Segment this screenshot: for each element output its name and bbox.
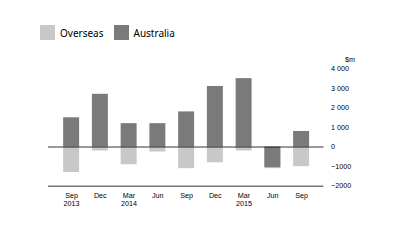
svg-text:3 000: 3 000: [331, 85, 349, 93]
svg-text:Mar2014: Mar2014: [121, 192, 137, 207]
svg-text:Mar2015: Mar2015: [236, 192, 252, 207]
html-text:Overseas: Overseas: [60, 25, 104, 40]
svg-text:4 000: 4 000: [331, 65, 349, 73]
svg-text:Sep: Sep: [180, 192, 193, 200]
svg-text:0: 0: [331, 143, 335, 151]
svg-text:$m: $m: [345, 56, 355, 64]
html-text:Australia: Australia: [133, 25, 175, 40]
svg-text:Jun: Jun: [267, 192, 279, 200]
svg-text:Sep2013: Sep2013: [64, 192, 80, 207]
svg-text:Dec: Dec: [94, 192, 107, 200]
svg-text:2 000: 2 000: [331, 104, 349, 112]
svg-text:Sep: Sep: [295, 192, 308, 200]
svg-text:−2000: −2000: [331, 182, 351, 190]
svg-text:Jun: Jun: [152, 192, 164, 200]
svg-text:1 000: 1 000: [331, 124, 349, 132]
svg-text:Dec: Dec: [209, 192, 222, 200]
svg-text:−1000: −1000: [331, 163, 351, 171]
